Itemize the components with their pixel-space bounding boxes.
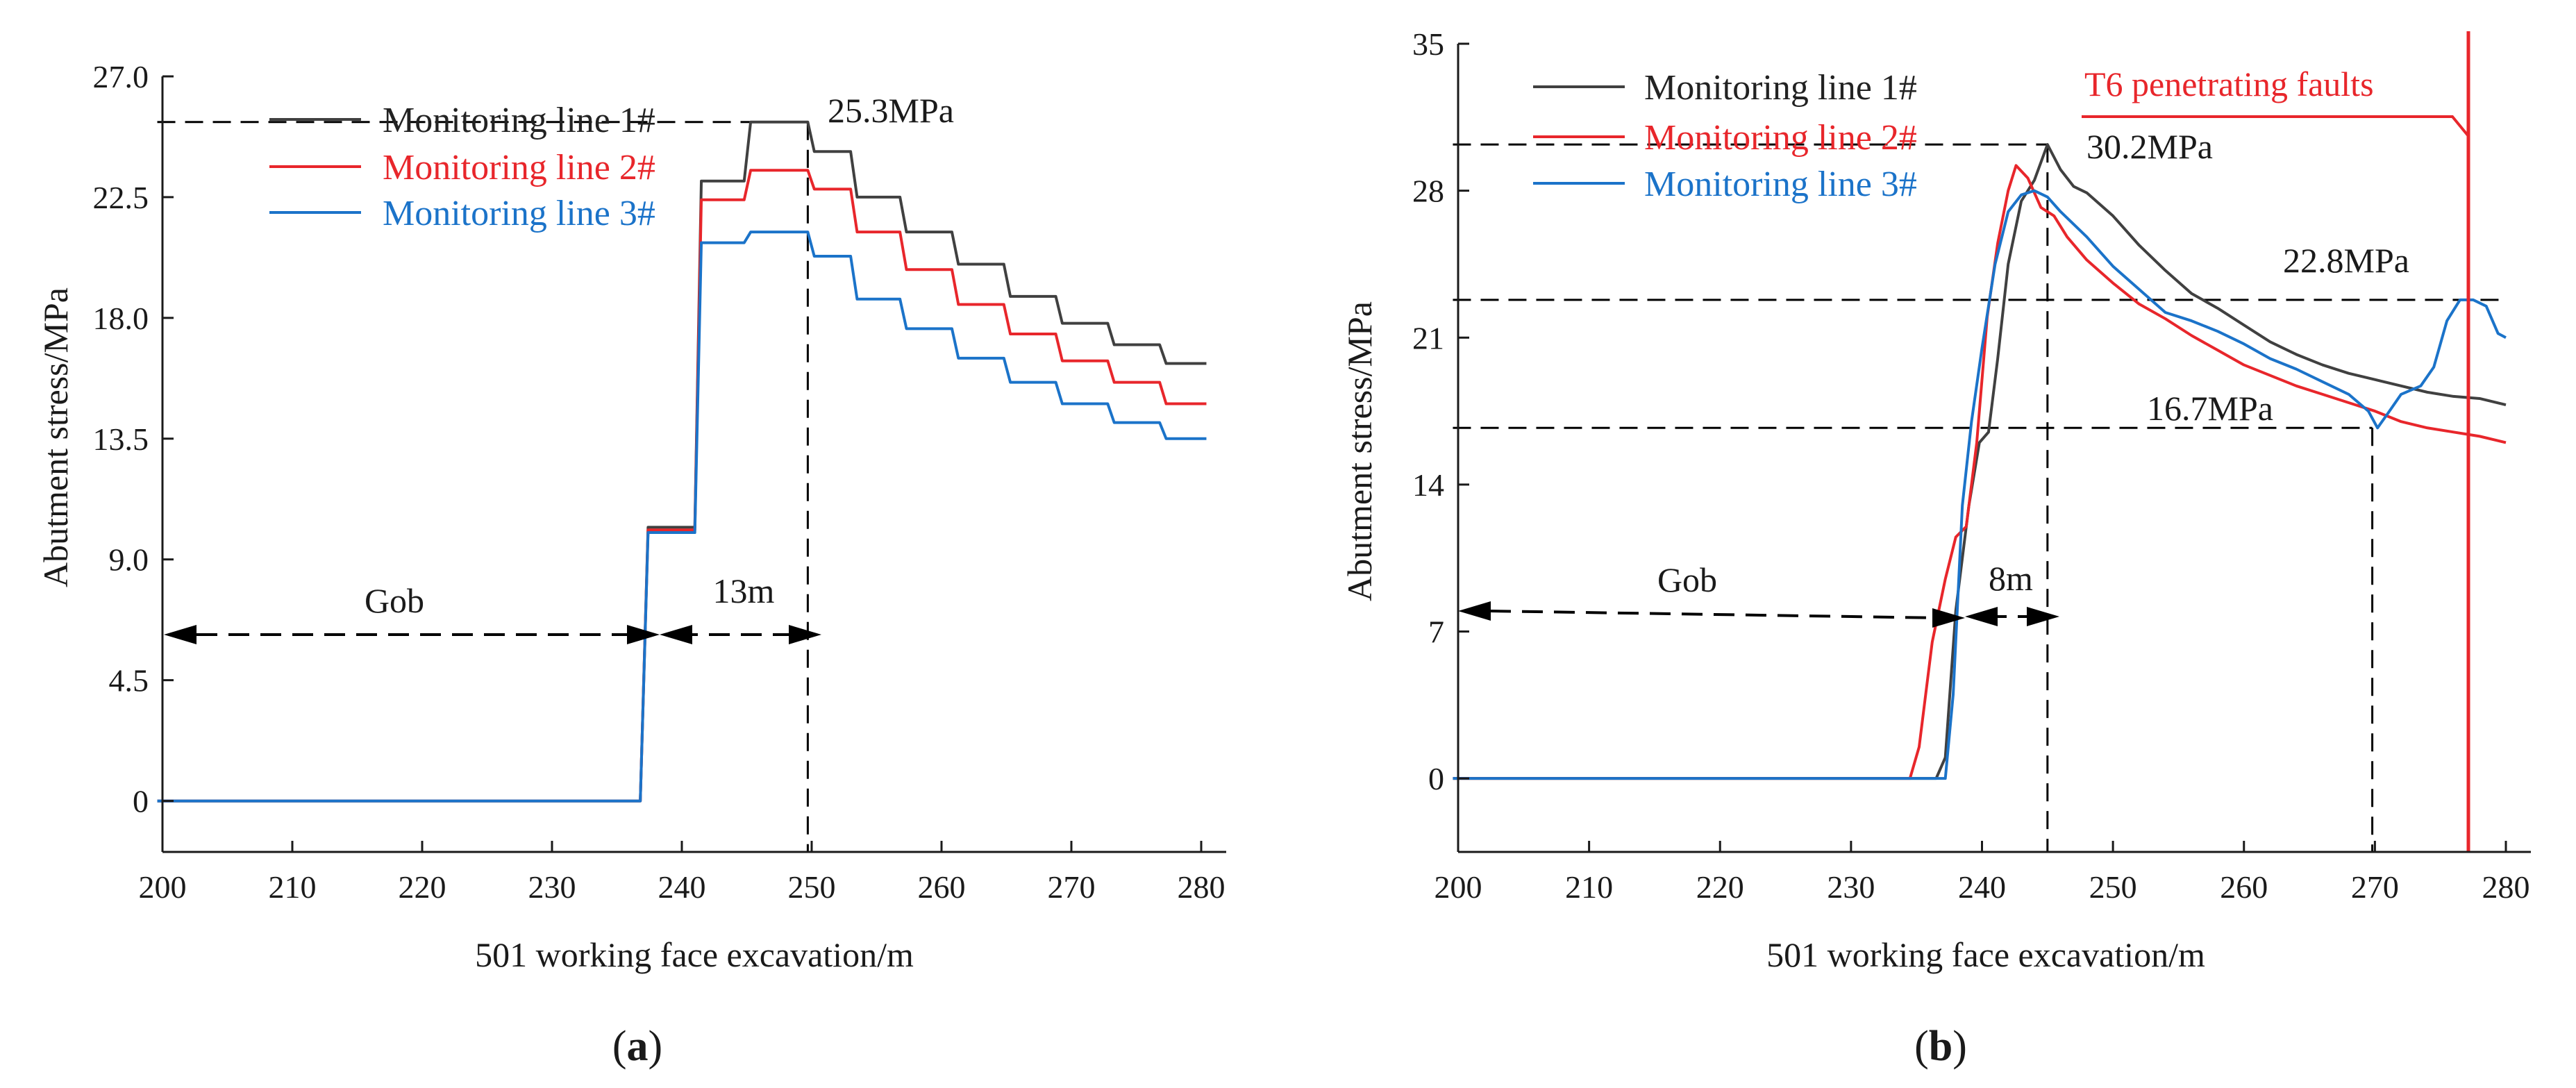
panel-a-x-tick-label: 270 [1048, 869, 1096, 905]
trough-stress-label: 16.7MPa [2147, 389, 2273, 428]
panel-a-y-tick-label: 27.0 [93, 59, 149, 94]
panel-a-x-axis-label: 501 working face excavation/m [475, 935, 914, 974]
panel-a: 200 210 220 230 240 250 260 270 280 0 4.5 9.0 13.5 1… [36, 59, 1226, 974]
gob-label: Gob [1657, 560, 1717, 599]
panel-b-x-tick-label: 220 [1696, 869, 1744, 905]
panel-b-y-ticks: 0 7 14 21 28 35 [1412, 26, 1469, 796]
panel-b-x-axis-label: 501 working face excavation/m [1766, 935, 2205, 974]
panel-b-y-axis-label: Abutment stress/MPa [1340, 301, 1379, 601]
peak-stress-label: 30.2MPa [2086, 127, 2213, 166]
span-arrow-head-left [660, 625, 692, 644]
legend-label-line-2: Monitoring line 2# [383, 148, 655, 187]
peak-stress-label: 25.3MPa [828, 91, 954, 130]
span-arrow-head-right [2027, 607, 2059, 626]
panel-b-legend: Monitoring line 1# Monitoring line 2# Mo… [1533, 68, 1917, 204]
panel-a-x-tick-label: 260 [918, 869, 966, 905]
gob-arrow-head-right [627, 625, 660, 644]
panel-a-y-axis-label: Abutment stress/MPa [36, 287, 75, 587]
panel-b: 200 210 220 230 240 250 260 270 280 0 7 14 21 28 35 5… [1340, 26, 2531, 974]
panel-a-x-ticks: 200 210 220 230 240 250 260 270 280 [139, 841, 1226, 905]
panel-a-y-tick-label: 4.5 [109, 663, 149, 698]
span-label: 13m [713, 571, 775, 610]
legend-label-line-3: Monitoring line 3# [1644, 165, 1917, 204]
fault-stress-label: 22.8MPa [2283, 241, 2409, 280]
panel-b-y-tick-label: 21 [1412, 320, 1444, 355]
span-arrow-head-right [789, 625, 821, 644]
panel-b-y-tick-label: 7 [1428, 614, 1444, 650]
panel-a-x-tick-label: 210 [269, 869, 317, 905]
panel-a-y-tick-label: 18.0 [93, 301, 149, 336]
panel-b-x-tick-label: 250 [2089, 869, 2137, 905]
legend-label-line-1: Monitoring line 1# [1644, 68, 1917, 108]
panel-a-y-ticks: 0 4.5 9.0 13.5 18.0 22.5 27.0 [93, 59, 174, 819]
panel-b-series [1453, 143, 2507, 780]
panel-a-x-tick-label: 200 [139, 869, 187, 905]
fault-label-leader [2082, 115, 2470, 137]
panel-b-x-ticks: 200 210 220 230 240 250 260 270 280 [1435, 841, 2530, 905]
panel-a-y-tick-label: 9.0 [109, 542, 149, 578]
panel-a-y-tick-label: 0 [133, 784, 149, 819]
span-label: 8m [1989, 559, 2033, 598]
span-arrow-head-left [1965, 607, 1998, 626]
panel-a-x-tick-label: 250 [788, 869, 836, 905]
legend-label-line-3: Monitoring line 3# [383, 194, 655, 233]
panel-b-x-tick-label: 260 [2220, 869, 2268, 905]
panel-a-legend: Monitoring line 1# Monitoring line 2# Mo… [269, 101, 655, 233]
panel-a-x-tick-label: 230 [528, 869, 576, 905]
panel-b-letter: b [1929, 1023, 1952, 1070]
panel-a-letter: a [627, 1023, 649, 1070]
legend-label-line-2: Monitoring line 2# [1644, 118, 1917, 158]
panel-a-series-line-1 [157, 120, 1207, 803]
panel-b-y-tick-label: 35 [1412, 26, 1444, 62]
panel-b-y-tick-label: 14 [1412, 467, 1444, 503]
panel-a-y-tick-label: 13.5 [93, 421, 149, 457]
fault-label: T6 penetrating faults [2084, 65, 2374, 103]
gob-arrow-head-right [1932, 608, 1965, 628]
panel-a-series-line-2 [157, 169, 1207, 803]
panel-b-x-tick-label: 270 [2351, 869, 2399, 905]
panel-b-x-tick-label: 200 [1435, 869, 1482, 905]
panel-b-label: (b) [1914, 1023, 1967, 1070]
panel-b-x-tick-label: 280 [2482, 869, 2530, 905]
panel-a-guides [157, 121, 809, 852]
panel-b-x-tick-label: 240 [1958, 869, 2006, 905]
panel-b-series-line-3 [1453, 189, 2507, 780]
panel-a-series [157, 120, 1207, 803]
panel-a-series-line-3 [157, 231, 1207, 803]
gob-arrow [1489, 610, 1941, 619]
panel-a-x-tick-label: 280 [1178, 869, 1226, 905]
panel-b-y-tick-label: 28 [1412, 174, 1444, 209]
panel-b-guides [1453, 143, 2506, 852]
panel-a-x-tick-label: 240 [658, 869, 706, 905]
panel-b-series-line-1 [1453, 143, 2507, 780]
panel-b-y-tick-label: 0 [1428, 761, 1444, 796]
gob-label: Gob [365, 581, 424, 620]
panel-a-y-tick-label: 22.5 [93, 180, 149, 215]
panel-b-x-tick-label: 230 [1827, 869, 1875, 905]
legend-label-line-1: Monitoring line 1# [383, 101, 655, 140]
panel-a-label: (a) [612, 1023, 662, 1070]
panel-a-x-tick-label: 220 [399, 869, 446, 905]
panel-b-x-tick-label: 210 [1565, 869, 1613, 905]
gob-arrow-head-left [1458, 601, 1491, 621]
gob-arrow-head-left [164, 625, 196, 644]
